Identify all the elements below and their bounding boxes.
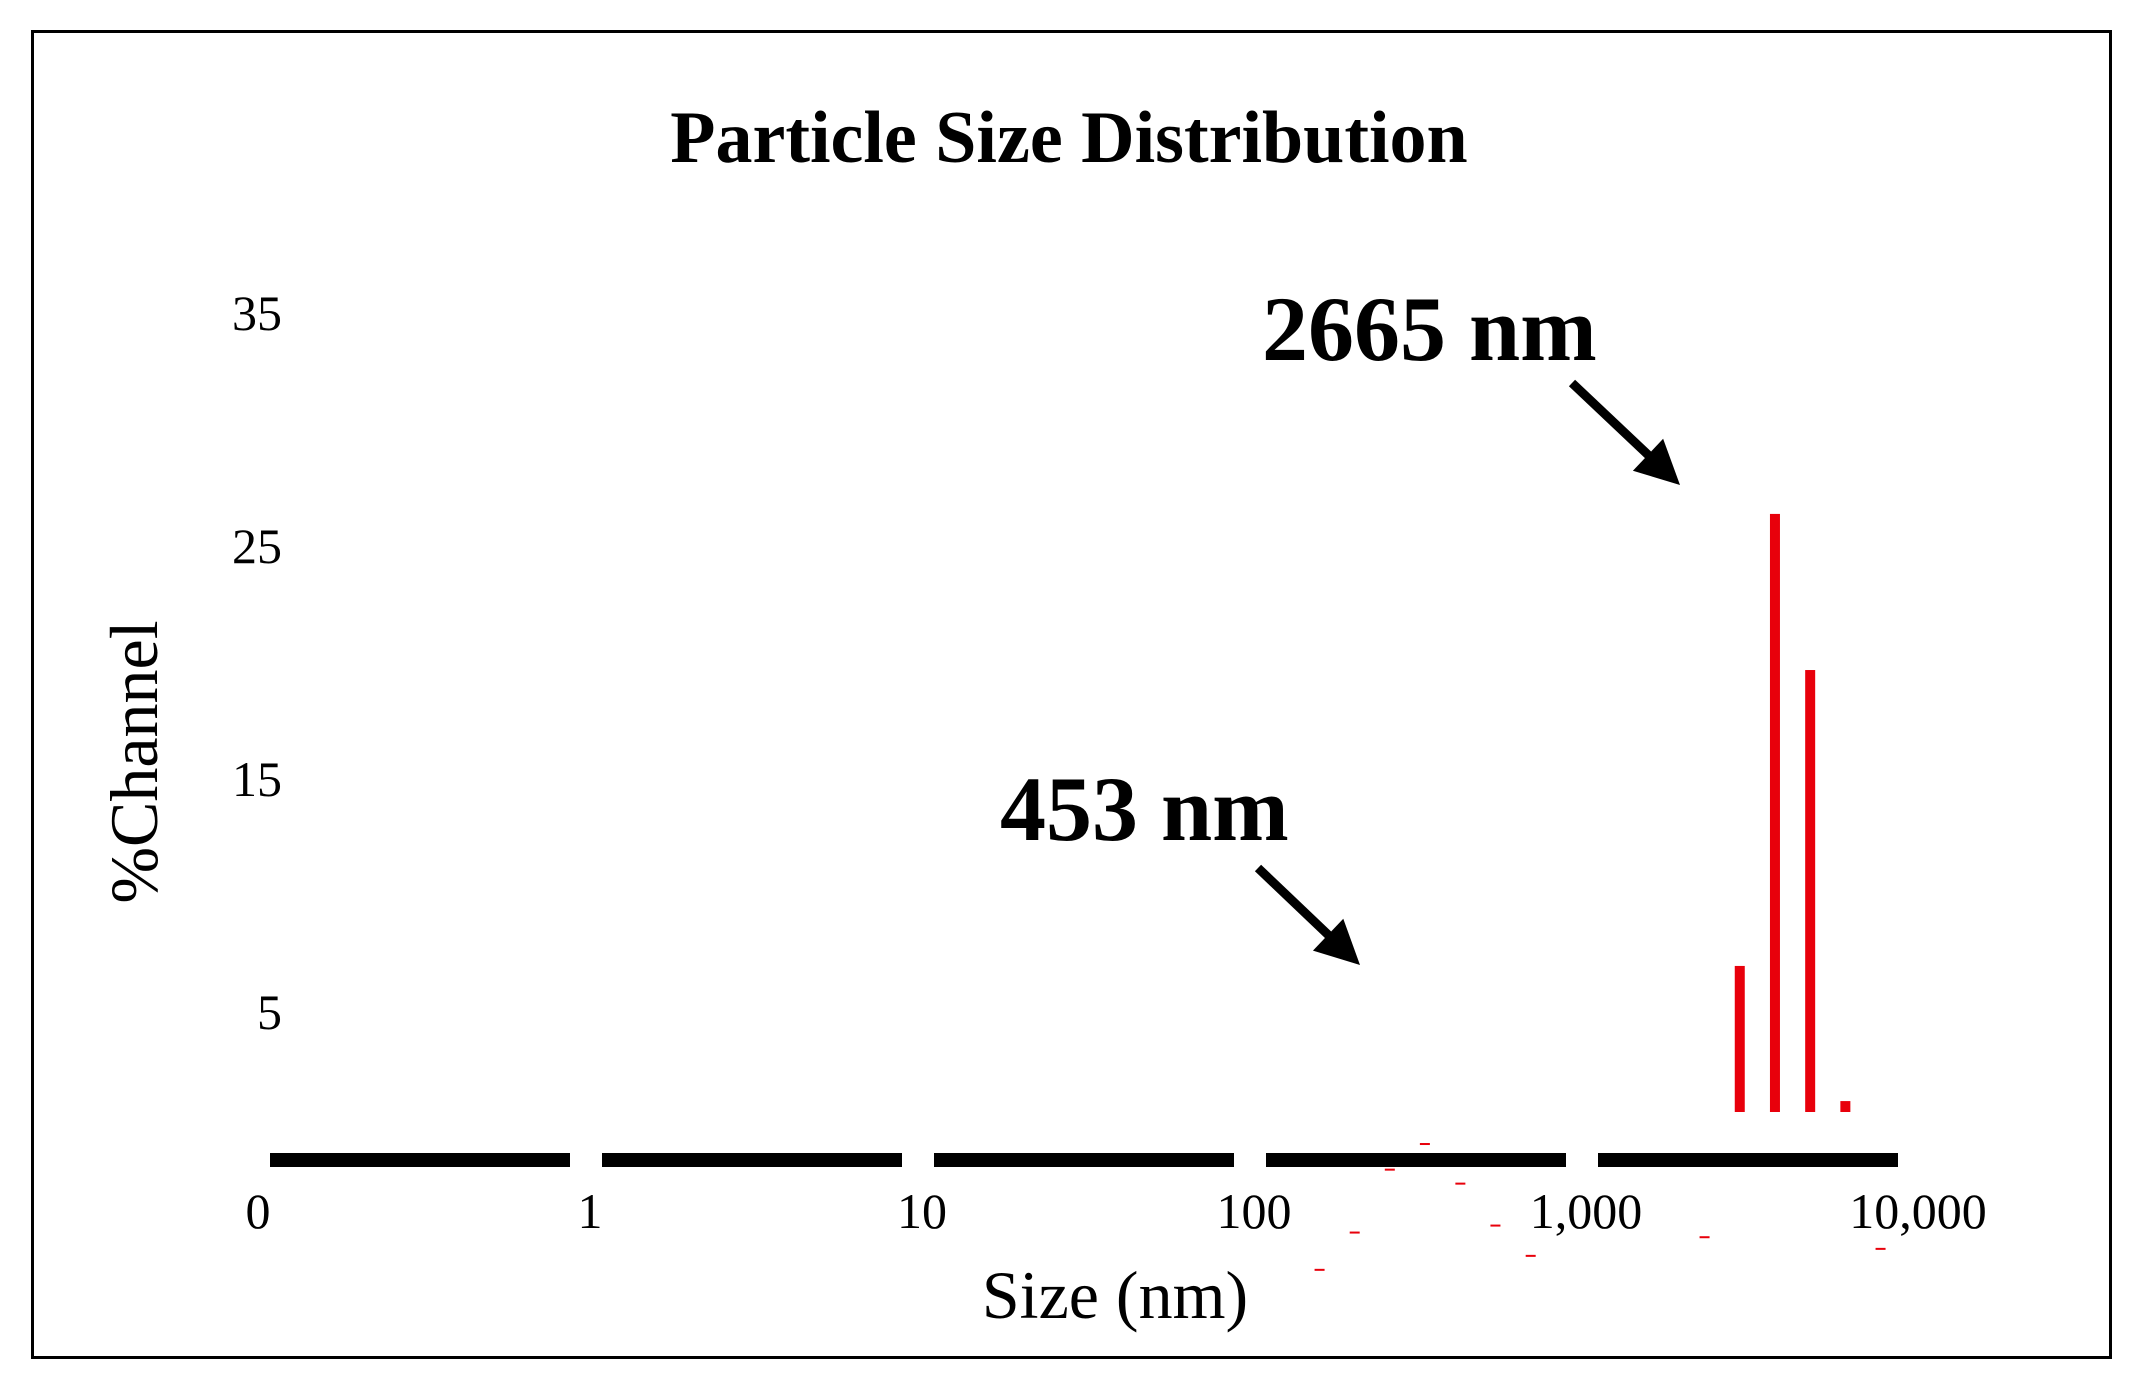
chart-frame — [31, 30, 2112, 1359]
x-axis-segment — [270, 1153, 570, 1167]
bar — [1384, 1168, 1395, 1171]
annotations: 453 nm 2665 nm — [1000, 278, 1680, 965]
bar — [1769, 513, 1780, 1112]
bar — [1349, 1231, 1360, 1234]
bar — [1805, 670, 1816, 1112]
x-tick-label: 10 — [897, 1183, 947, 1239]
bar — [1734, 965, 1745, 1112]
bar — [1455, 1182, 1466, 1185]
bar — [1314, 1268, 1325, 1271]
y-tick-label: 35 — [232, 285, 282, 341]
x-axis-segment — [1598, 1153, 1898, 1167]
bar — [1699, 1236, 1710, 1239]
y-tick-label: 5 — [257, 984, 282, 1040]
x-axis-segment — [934, 1153, 1234, 1167]
annotation-arrow-shaft — [1254, 864, 1346, 952]
y-tick-labels: 5 15 25 35 — [232, 285, 282, 1040]
y-axis-label: %Channel — [96, 620, 172, 903]
bar — [1490, 1224, 1501, 1227]
bars — [1314, 513, 1886, 1271]
annotation-label: 453 nm — [1000, 758, 1289, 860]
bar — [1525, 1254, 1536, 1257]
annotation-arrow-head — [1312, 918, 1360, 965]
annotation-arrow-shaft — [1568, 379, 1666, 472]
y-tick-label: 15 — [232, 751, 282, 807]
annotation-arrow-head — [1632, 438, 1680, 485]
bar — [1875, 1247, 1886, 1250]
x-tick-label: 100 — [1217, 1183, 1292, 1239]
x-axis-segment — [1266, 1153, 1566, 1167]
chart-title: Particle Size Distribution — [670, 97, 1467, 179]
x-axis-segment — [602, 1153, 902, 1167]
x-tick-label: 1,000 — [1530, 1183, 1643, 1239]
x-tick-label: 1 — [578, 1183, 603, 1239]
x-tick-label: 0 — [246, 1183, 271, 1239]
bar — [1840, 1101, 1851, 1112]
x-tick-labels: 0 1 10 100 1,000 10,000 — [246, 1183, 1987, 1239]
x-axis-segments — [270, 1153, 1898, 1167]
y-tick-label: 25 — [232, 518, 282, 574]
bar — [1419, 1143, 1430, 1146]
x-axis-label: Size (nm) — [982, 1257, 1248, 1333]
x-tick-label: 10,000 — [1849, 1183, 1987, 1239]
annotation-label: 2665 nm — [1262, 278, 1597, 380]
